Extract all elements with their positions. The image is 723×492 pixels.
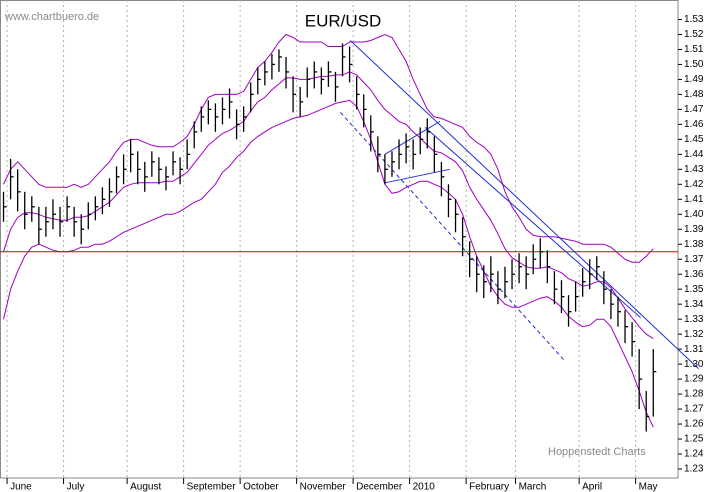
- bollinger-upper: [3, 33, 654, 263]
- y-tick-label: 1.38: [684, 239, 704, 250]
- x-tick-label: May: [639, 482, 658, 492]
- x-tick-label: October: [243, 482, 279, 492]
- x-tick-label: July: [67, 482, 85, 492]
- y-tick-label: 1.24: [684, 449, 704, 460]
- y-tick-label: 1.41: [684, 194, 704, 205]
- trendline: [424, 126, 641, 319]
- y-tick-label: 1.51: [684, 44, 704, 55]
- x-tick-label: December: [356, 482, 403, 492]
- y-tick-label: 1.39: [684, 224, 704, 235]
- y-tick-label: 1.32: [684, 329, 704, 340]
- chart-title: EUR/USD: [305, 11, 382, 30]
- trendline: [384, 120, 441, 155]
- y-tick-label: 1.47: [684, 104, 704, 115]
- x-tick-label: August: [130, 482, 161, 492]
- credit: Hoppenstedt Charts: [548, 446, 646, 458]
- y-tick-label: 1.40: [684, 209, 704, 220]
- y-tick-label: 1.53: [684, 14, 704, 25]
- y-tick-label: 1.37: [684, 254, 704, 265]
- x-tick-label: June: [10, 482, 32, 492]
- y-tick-label: 1.42: [684, 179, 704, 190]
- y-tick-label: 1.26: [684, 419, 704, 430]
- y-tick-label: 1.35: [684, 284, 704, 295]
- source: www.chartbuero.de: [4, 11, 99, 23]
- y-tick-label: 1.34: [684, 299, 704, 310]
- x-tick-label: April: [582, 482, 602, 492]
- bollinger-lower: [3, 99, 654, 428]
- x-tick-label: September: [187, 482, 237, 492]
- y-tick-label: 1.28: [684, 389, 704, 400]
- y-tick-label: 1.45: [684, 134, 704, 145]
- y-tick-label: 1.29: [684, 374, 704, 385]
- y-tick-label: 1.48: [684, 89, 704, 100]
- trendline: [349, 40, 699, 369]
- y-tick-label: 1.43: [684, 164, 704, 175]
- trendline: [384, 168, 450, 184]
- plot-frame: [0, 0, 679, 479]
- y-tick-label: 1.33: [684, 314, 704, 325]
- y-tick-label: 1.44: [684, 149, 704, 160]
- y-tick-label: 1.49: [684, 74, 704, 85]
- y-tick-label: 1.46: [684, 119, 704, 130]
- x-tick-label: February: [469, 482, 509, 492]
- y-tick-label: 1.31: [684, 344, 704, 355]
- y-tick-label: 1.27: [684, 404, 704, 415]
- y-tick-label: 1.36: [684, 269, 704, 280]
- x-tick-label: 2010: [413, 482, 436, 492]
- y-tick-label: 1.52: [684, 29, 704, 40]
- x-tick-label: November: [300, 482, 347, 492]
- x-tick-label: March: [519, 482, 547, 492]
- y-tick-label: 1.23: [684, 464, 704, 475]
- y-tick-label: 1.50: [684, 59, 704, 70]
- y-tick-label: 1.25: [684, 434, 704, 445]
